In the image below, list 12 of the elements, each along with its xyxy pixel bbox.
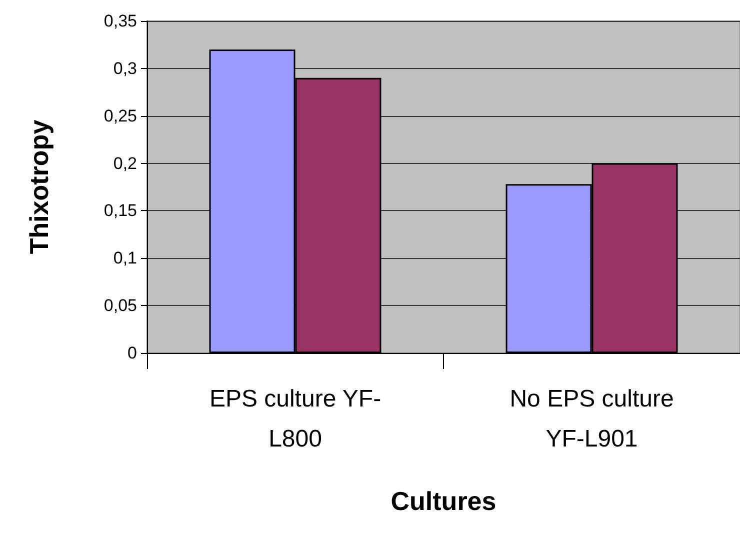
y-tick-label: 0,25: [104, 106, 137, 126]
y-tick-label: 0,3: [113, 58, 137, 78]
y-tick-label: 0,2: [113, 154, 137, 173]
x-tick-label: No EPS culture YF-L901: [510, 386, 674, 452]
x-tick-label: EPS culture YF-L800: [209, 386, 382, 452]
x-axis-title: Cultures: [390, 486, 496, 516]
y-tick-label: 0,1: [113, 248, 137, 268]
y-tick-label: 0: [128, 344, 137, 362]
y-tick-label: 0,15: [104, 201, 137, 220]
y-tick-label: 0,05: [104, 296, 137, 316]
y-tick-label: 0,35: [104, 12, 137, 30]
y-axis-title: Thixotropy: [24, 119, 54, 254]
